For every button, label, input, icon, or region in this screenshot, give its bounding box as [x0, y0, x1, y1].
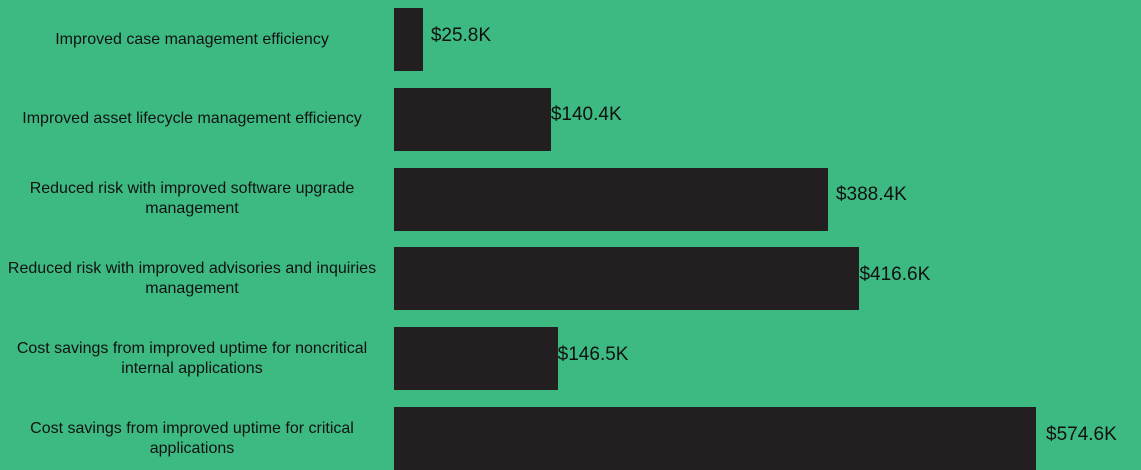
category-label: Improved case management efficiency — [55, 30, 329, 48]
category-label: Improved asset lifecycle management effi… — [22, 110, 362, 128]
value-label: $146.5K — [557, 343, 629, 365]
value-label: $574.6K — [1046, 423, 1117, 445]
category-label: Cost savings from improved uptime for cr… — [30, 419, 354, 457]
bar — [394, 87, 551, 151]
category-label: Reduced risk with improved advisories an… — [7, 259, 377, 297]
bar — [394, 247, 860, 311]
bar — [394, 407, 1036, 470]
category-label: Reduced risk with improved software upgr… — [29, 180, 355, 218]
bar — [394, 8, 423, 71]
value-label: $416.6K — [859, 263, 931, 285]
value-label: $388.4K — [835, 184, 907, 206]
value-label: $140.4K — [550, 104, 622, 126]
category-label: Cost savings from improved uptime for no… — [16, 339, 368, 377]
bar — [394, 167, 828, 231]
bar — [394, 327, 558, 391]
value-label: $25.8K — [430, 24, 492, 46]
